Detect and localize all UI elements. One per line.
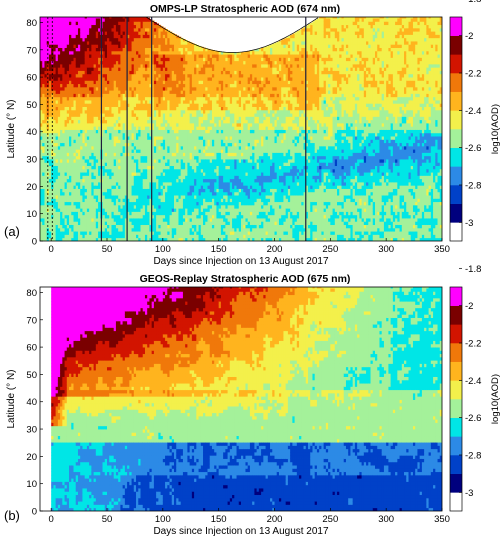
x-tick-label: 250 [322,244,338,255]
colorbar-bin [450,129,462,148]
colorbar-tick-label: -2.4 [465,376,481,387]
y-tick-label: 70 [26,45,37,56]
colorbar-tick-label: -2.6 [465,413,481,424]
panel-b-axes: 0 50 100 150 200 250 300 350 0 10 20 30 40 50 60 70 80 [26,288,450,525]
colorbar-tick-label: -2.6 [465,143,481,154]
y-tick-label: 30 [26,425,37,436]
colorbar-tick-label: -2.4 [465,106,481,117]
colorbar-bin [450,324,462,344]
panel-a-omps: OMPS-LP Stratospheric AOD (674 nm) 0 50 10… [4,0,500,267]
colorbar-bin [450,17,462,36]
colorbar-tick-label: -2.8 [465,181,481,192]
y-tick-label: 80 [26,288,37,299]
colorbar-bin [450,222,462,242]
panel-b-xlabel: Days since Injection on 13 August 2017 [153,526,329,537]
colorbar-bin [450,73,462,92]
panel-b-colorbar: -3 -2.8 -2.6 -2.4 -2.2 -2 -1.8 log10(AOD) [449,264,500,512]
x-tick-label: 0 [49,244,54,255]
y-tick-label: 10 [26,209,37,220]
panel-b-title: GEOS-Replay Stratospheric AOD (675 nm) [140,273,351,285]
panel-a-axes: 0 50 100 150 200 250 300 350 0 10 20 30 40 50 60 70 80 [26,18,450,255]
panel-a-frame [39,16,443,242]
x-tick-label: 150 [211,514,227,525]
panel-a-ylabel: Latitude (° N) [6,99,17,158]
x-tick-label: 150 [211,244,227,255]
colorbar-bin [450,436,462,456]
panel-a-title: OMPS-LP Stratospheric AOD (674 nm) [150,3,340,15]
colorbar-bin [450,110,462,130]
panel-a-colorbar: -3 -2.8 -2.6 -2.4 -2.2 -2 -1.8 log10(AOD) [449,0,500,242]
y-tick-label: 60 [26,343,37,354]
y-tick-label: 0 [32,507,37,518]
x-tick-label: 350 [434,244,450,255]
colorbar-tick-label: -3 [465,218,473,229]
x-tick-label: 250 [322,514,338,525]
colorbar-tick-label: -3 [465,488,473,499]
colorbar-bin [450,287,462,306]
colorbar-bin [450,417,462,437]
colorbar-bin [450,455,462,474]
y-tick-label: 60 [26,73,37,84]
colorbar-bin [450,185,462,204]
panel-b-ylabel: Latitude (° N) [6,369,17,428]
panel-b-label: (b) [4,508,20,523]
y-tick-label: 40 [26,397,37,408]
colorbar-label: log10(AOD) [490,374,500,424]
colorbar-bin [450,473,462,493]
panel-a-heatmap [40,17,442,241]
y-tick-label: 0 [32,237,37,248]
panel-b-geos: GEOS-Replay Stratospheric AOD (675 nm) 0… [4,264,500,537]
colorbar-bin [450,380,462,400]
x-tick-label: 0 [49,514,54,525]
y-tick-label: 80 [26,18,37,29]
colorbar-bin [450,147,462,167]
x-tick-label: 50 [102,244,113,255]
colorbar-bin [450,203,462,223]
colorbar-tick-label: -2.2 [465,69,481,80]
colorbar-bin [450,305,462,325]
colorbar-bin [450,91,462,111]
colorbar-tick-label: -2.8 [465,451,481,462]
colorbar-bin [450,343,462,362]
colorbar-tick-label: -2.2 [465,339,481,350]
x-tick-label: 350 [434,514,450,525]
colorbar-tick-label: -2 [465,31,473,42]
panel-a-xlabel: Days since Injection on 13 August 2017 [153,256,329,267]
x-tick-label: 50 [102,514,113,525]
y-tick-label: 40 [26,127,37,138]
y-tick-label: 20 [26,182,37,193]
y-tick-label: 20 [26,452,37,463]
x-tick-label: 200 [267,244,283,255]
colorbar-bin [450,166,462,186]
colorbar-tick-label: -1.8 [465,264,481,275]
panel-b-heatmap [40,287,442,511]
colorbar-bin [450,54,462,74]
x-tick-label: 100 [155,244,171,255]
x-tick-label: 300 [378,514,394,525]
y-tick-label: 10 [26,479,37,490]
x-tick-label: 100 [155,514,171,525]
colorbar-tick-label: -1.8 [465,0,481,5]
x-tick-label: 300 [378,244,394,255]
y-tick-label: 50 [26,370,37,381]
y-tick-label: 30 [26,155,37,166]
y-tick-label: 50 [26,100,37,111]
colorbar-bin [450,399,462,418]
colorbar-bin [450,361,462,381]
colorbar-label: log10(AOD) [490,104,500,154]
colorbar-bin [450,35,462,55]
panel-a-label: (a) [4,224,20,239]
x-tick-label: 200 [267,514,283,525]
colorbar-tick-label: -2 [465,301,473,312]
panel-b-frame [39,286,443,512]
y-tick-label: 70 [26,315,37,326]
colorbar-bin [450,492,462,512]
